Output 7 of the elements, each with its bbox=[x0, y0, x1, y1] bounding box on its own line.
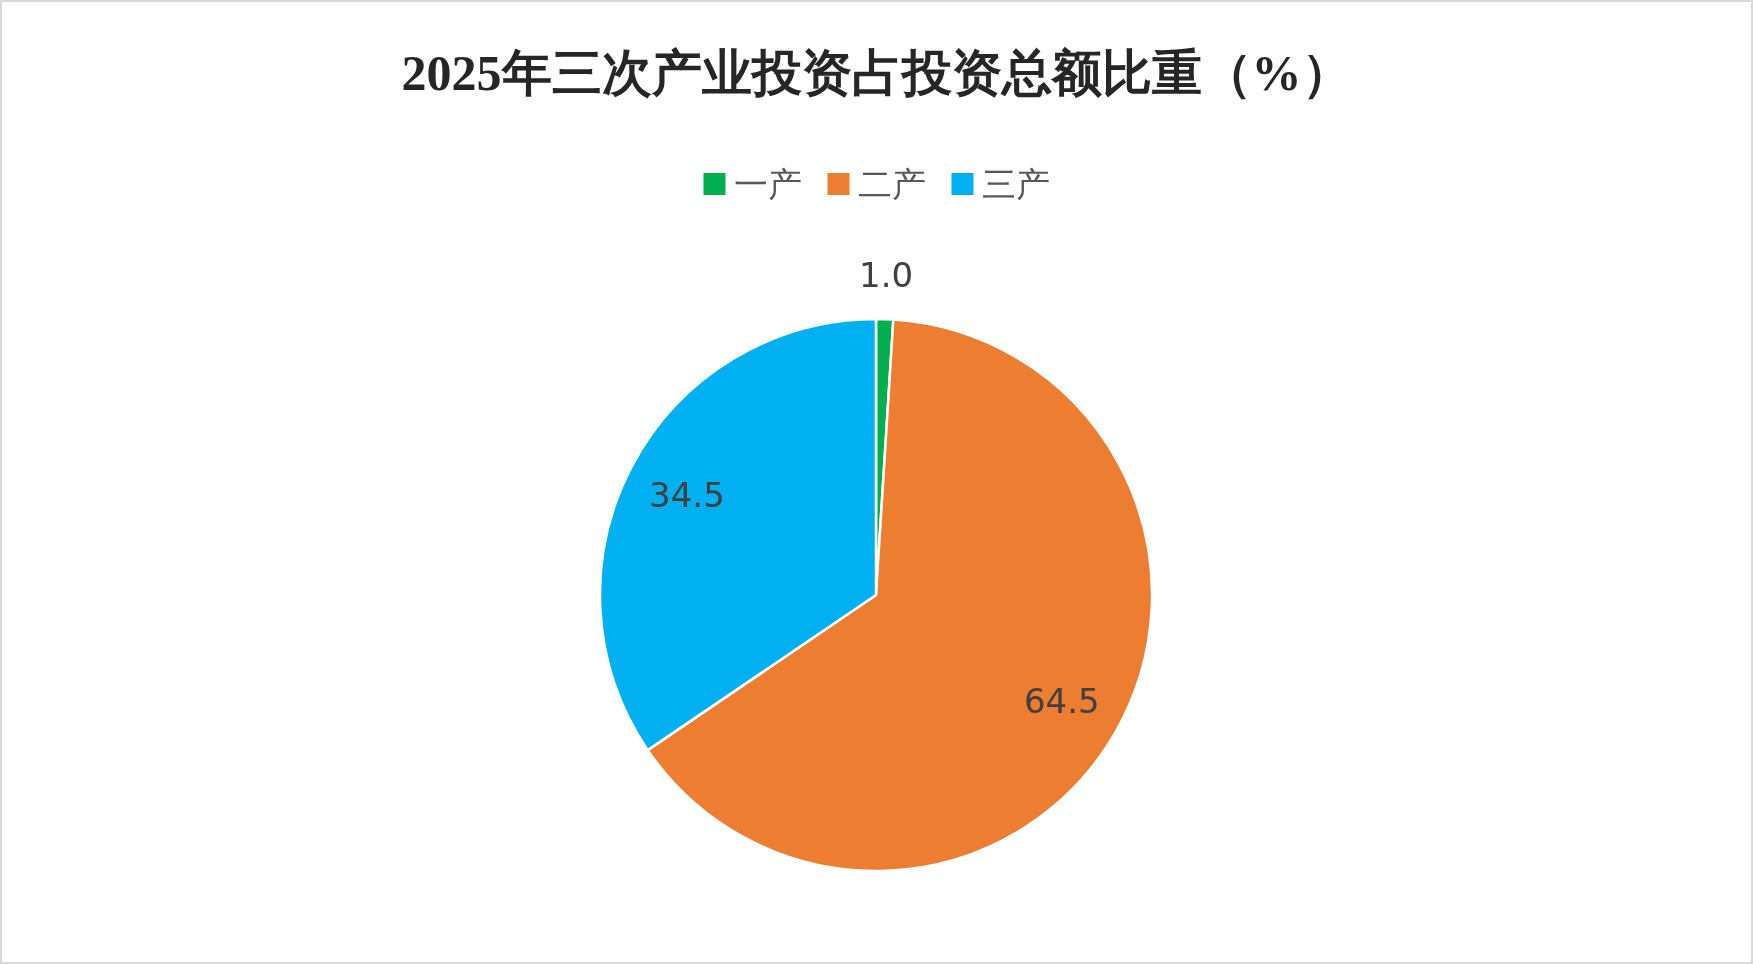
legend-label: 二产 bbox=[857, 166, 926, 204]
chart-title: 2025年三次产业投资占投资总额比重（%） bbox=[401, 45, 1352, 101]
legend-label: 一产 bbox=[733, 166, 802, 204]
legend-label: 三产 bbox=[981, 166, 1050, 204]
data-label: 34.5 bbox=[649, 474, 725, 515]
data-label: 64.5 bbox=[1023, 680, 1100, 721]
data-label: 1.0 bbox=[859, 255, 914, 295]
